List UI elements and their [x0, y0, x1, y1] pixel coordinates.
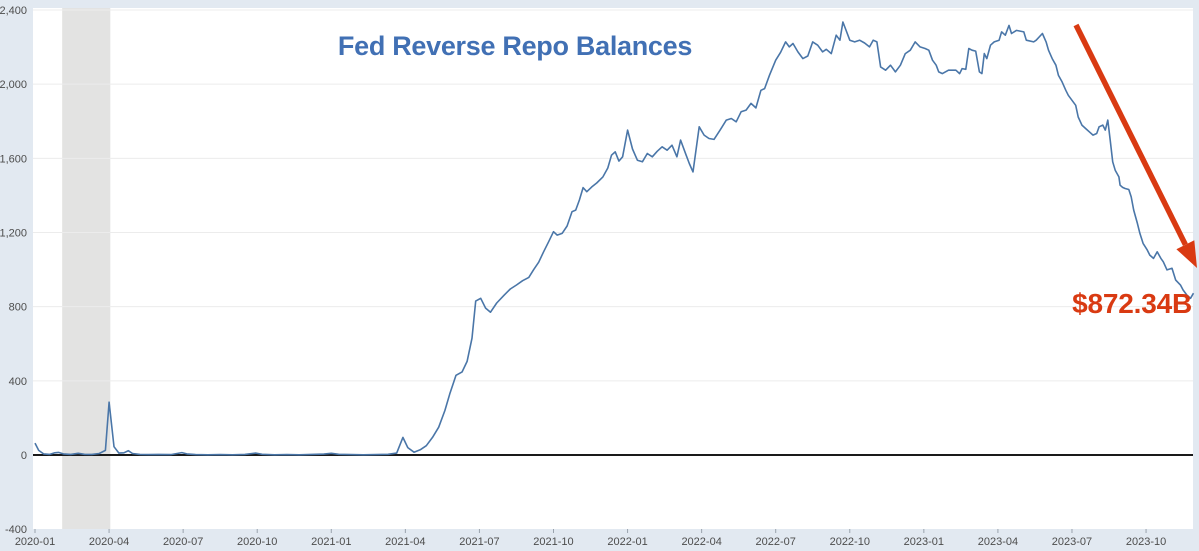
x-axis-label: 2020-07: [163, 536, 203, 548]
y-axis-label: 0: [21, 450, 27, 462]
x-axis-label: 2023-10: [1126, 536, 1166, 548]
x-axis-label: 2020-04: [89, 536, 129, 548]
series-line: [34, 21, 1195, 456]
x-axis-label: 2022-01: [607, 536, 647, 548]
y-axis-label: 2,000: [0, 79, 27, 91]
y-axis-label: 1,200: [0, 227, 27, 239]
y-axis-label: 800: [9, 302, 27, 314]
y-axis-labels: -400 0 400 800 1,200 1,600 2,000 2,400: [0, 5, 27, 536]
x-axis-label: 2022-07: [756, 536, 796, 548]
x-axis-label: 2022-04: [681, 536, 721, 548]
gridlines: [33, 9, 1193, 382]
x-axis-label: 2023-07: [1052, 536, 1092, 548]
y-axis-label: 2,400: [0, 5, 27, 17]
x-axis-label: 2023-01: [904, 536, 944, 548]
y-axis-label: 400: [9, 376, 27, 388]
x-axis-label: 2020-10: [237, 536, 277, 548]
x-axis-label: 2023-04: [978, 536, 1018, 548]
arrow-head: [1176, 240, 1197, 268]
y-axis-label: 1,600: [0, 153, 27, 165]
current-value-label: $872.34B: [1072, 288, 1192, 319]
x-axis-label: 2021-04: [385, 536, 425, 548]
x-axis-label: 2021-07: [459, 536, 499, 548]
x-axis-labels: 2020-01 2020-04 2020-07 2020-10 2021-01 2021-…: [15, 529, 1166, 548]
x-axis-label: 2022-10: [830, 536, 870, 548]
x-axis-label: 2021-01: [311, 536, 351, 548]
x-axis-label: 2020-01: [15, 536, 55, 548]
y-axis-label: -400: [5, 524, 27, 536]
chart-title: Fed Reverse Repo Balances: [337, 31, 693, 61]
recession-band: [62, 8, 111, 529]
arrow-shaft: [1073, 23, 1188, 246]
plot-area: [33, 8, 1193, 529]
down-arrow-annotation: [1073, 23, 1197, 268]
x-axis-label: 2021-10: [533, 536, 573, 548]
